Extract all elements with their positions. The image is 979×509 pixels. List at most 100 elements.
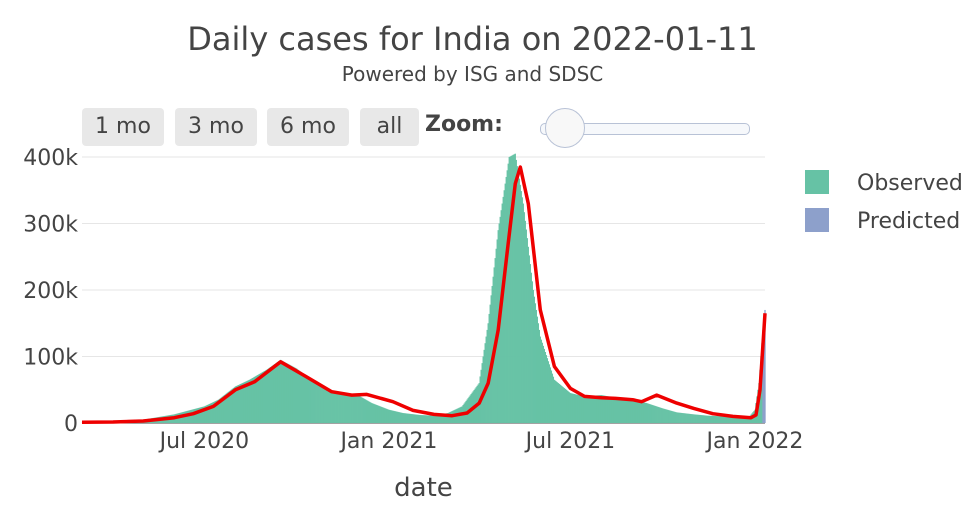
observed-bar [325, 389, 327, 423]
observed-bar [610, 396, 613, 423]
observed-bar [324, 389, 326, 423]
predicted-bar [764, 309, 766, 423]
observed-bar [306, 376, 308, 423]
legend-label-predicted[interactable]: Predicted [857, 209, 960, 234]
observed-bar [691, 414, 693, 423]
observed-bar [223, 395, 226, 423]
observed-bar [260, 372, 263, 423]
observed-bar [321, 387, 323, 423]
range-1-month-button[interactable]: 1 mo [82, 108, 164, 146]
range-6-month-button[interactable]: 6 mo [267, 108, 349, 146]
zoom-slider-handle[interactable] [545, 108, 585, 148]
chart-title: Daily cases for India on 2022-01-11 [187, 20, 758, 58]
observed-bar [263, 370, 266, 423]
observed-bar [678, 412, 680, 423]
observed-bar [449, 412, 451, 423]
legend-swatch-observed[interactable] [805, 170, 829, 194]
observed-bar [270, 366, 273, 423]
observed-bar [708, 415, 710, 423]
observed-bar [653, 405, 655, 423]
observed-bar [539, 336, 541, 423]
observed-bar [557, 383, 560, 423]
observed-bar [419, 415, 421, 423]
observed-bar [510, 155, 512, 423]
observed-bar [677, 412, 679, 423]
observed-bar [413, 414, 415, 423]
observed-bar [556, 382, 559, 423]
observed-bar [563, 388, 566, 423]
observed-bar [406, 413, 408, 423]
observed-bar [246, 380, 249, 423]
observed-bar [217, 399, 220, 423]
legend-swatch-predicted[interactable] [805, 208, 829, 232]
observed-bar [522, 203, 524, 423]
legend: Observed Predicted [805, 170, 963, 234]
observed-bar [583, 396, 586, 423]
observed-bar [680, 412, 682, 423]
predicted-bar [762, 336, 764, 423]
observed-bar [721, 416, 723, 423]
observed-bar [667, 409, 669, 423]
observed-bar [261, 372, 264, 423]
observed-bar [374, 404, 376, 423]
observed-bar [361, 397, 363, 423]
observed-bar [618, 398, 621, 423]
range-3-month-button[interactable]: 3 mo [175, 108, 257, 146]
observed-bar [606, 396, 609, 423]
observed-bar [585, 396, 588, 423]
observed-bar [264, 370, 267, 423]
observed-bar [279, 359, 282, 423]
legend-label-observed[interactable]: Observed [857, 171, 963, 196]
observed-bar [614, 397, 617, 423]
observed-bar [271, 365, 274, 423]
observed-bar [274, 363, 277, 423]
observed-bar [579, 395, 582, 423]
observed-bar [205, 405, 208, 423]
zoom-label: Zoom: [425, 112, 503, 137]
observed-bar [414, 414, 416, 423]
observed-bar [229, 390, 232, 423]
observed-bar [684, 413, 686, 423]
observed-bar [613, 397, 616, 423]
observed-bar [710, 415, 712, 423]
observed-bar [722, 416, 724, 423]
observed-bar [448, 412, 450, 423]
observed-bar [389, 409, 391, 423]
observed-bar [399, 412, 401, 423]
observed-bar [661, 408, 663, 423]
observed-bar [298, 370, 301, 423]
observed-bar [513, 154, 515, 423]
observed-bar [592, 395, 595, 423]
observed-bar [624, 398, 627, 423]
observed-bar [221, 396, 224, 423]
zoom-slider-track[interactable] [540, 123, 750, 135]
observed-bar [617, 398, 620, 423]
observed-bar [350, 394, 352, 423]
observed-bar [426, 415, 428, 423]
observed-bar [330, 391, 332, 423]
x-axis-title: date [394, 473, 453, 503]
observed-bar [542, 345, 545, 423]
observed-bar [605, 396, 608, 423]
observed-bar [331, 391, 333, 423]
observed-bar [515, 159, 517, 424]
observed-bar [288, 364, 291, 423]
observed-bar [512, 154, 514, 424]
observed-bar [598, 395, 601, 423]
observed-bar [697, 414, 699, 423]
observed-bar [646, 403, 648, 423]
observed-bar [657, 406, 659, 423]
observed-bar [425, 415, 427, 423]
observed-bar [723, 416, 725, 423]
observed-bar [736, 417, 738, 423]
range-all-button[interactable]: all [360, 108, 419, 146]
observed-bar [344, 393, 346, 423]
observed-bar [621, 398, 624, 423]
observed-bar [524, 220, 526, 423]
observed-bar [405, 413, 407, 423]
observed-bar [659, 407, 661, 423]
observed-bar [660, 407, 662, 423]
observed-bar [200, 407, 203, 423]
observed-bar [630, 399, 633, 423]
observed-bar [549, 367, 552, 423]
